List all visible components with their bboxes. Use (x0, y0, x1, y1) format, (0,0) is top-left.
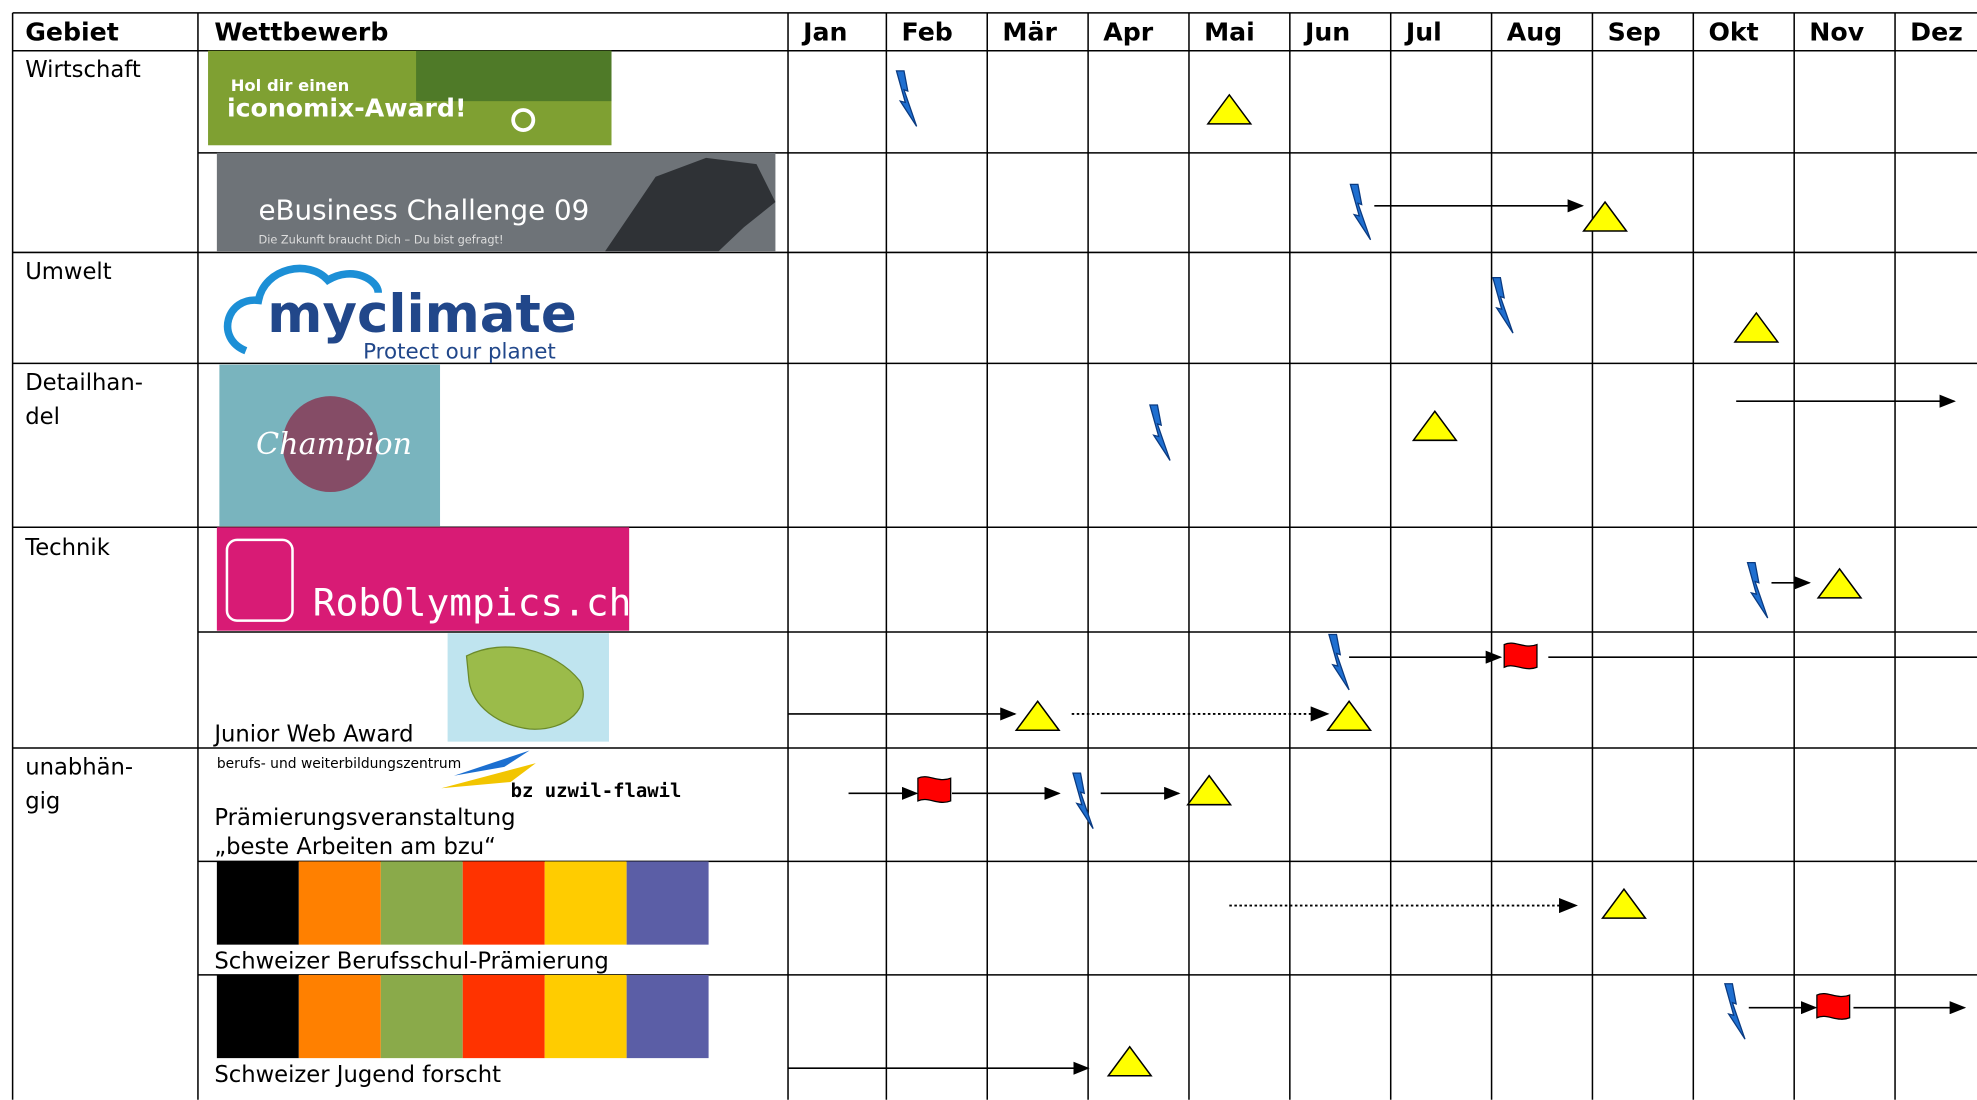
stripe (462, 861, 545, 945)
area-label: del (25, 404, 60, 430)
stripe (298, 974, 381, 1059)
award-icon (1582, 200, 1628, 232)
start-icon (1349, 183, 1372, 241)
logo-text: Hol dir einen (231, 76, 350, 95)
deadline-icon (1816, 993, 1851, 1020)
stripe-logo (216, 974, 709, 1059)
month-header: Mai (1204, 18, 1255, 47)
junior-web-logo (447, 633, 609, 742)
deadline-icon (1503, 642, 1538, 670)
award-icon (1106, 1045, 1153, 1077)
month-header: Aug (1507, 18, 1562, 47)
area-label: Umwelt (25, 259, 112, 285)
stripe (544, 974, 627, 1059)
award-icon (1014, 700, 1061, 732)
stripe (216, 861, 299, 945)
area-label: Technik (24, 535, 110, 561)
stripe (298, 861, 381, 945)
month-header: Okt (1708, 18, 1758, 47)
stripe (216, 974, 299, 1059)
award-icon (1733, 311, 1780, 343)
header-cell: Gebiet (25, 18, 119, 47)
champion-logo: Champion (219, 364, 441, 527)
logo-text: eBusiness Challenge 09 (258, 194, 589, 227)
robolympics-logo: RobOlympics.ch (216, 527, 632, 631)
stripe (626, 861, 709, 945)
caption: Junior Web Award (212, 722, 413, 748)
caption: Schweizer Jugend forscht (214, 1062, 501, 1088)
caption: „beste Arbeiten am bzu“ (214, 834, 496, 860)
award-icon (1206, 93, 1253, 125)
logo-text: berufs- und weiterbildungszentrum (217, 756, 461, 772)
month-header: Apr (1103, 18, 1154, 47)
iconomix-logo: Hol dir einen iconomix-Award! (208, 50, 612, 146)
month-header: Feb (902, 18, 953, 47)
logo-text: iconomix-Award! (227, 93, 467, 122)
month-header: Nov (1809, 18, 1864, 47)
start-icon (1328, 633, 1350, 691)
area-label: Wirtschaft (25, 57, 141, 83)
deadline-icon (917, 776, 952, 803)
month-header: Jul (1404, 18, 1442, 47)
start-icon (1149, 404, 1171, 461)
award-icon (1601, 887, 1647, 919)
area-label: unabhän- (25, 754, 133, 780)
logo-text: Die Zukunft braucht Dich – Du bist gefra… (258, 233, 503, 247)
stripe (544, 861, 627, 945)
logo-text: Champion (256, 427, 412, 462)
month-header: Mär (1002, 18, 1057, 47)
stripe (462, 974, 545, 1059)
caption: Schweizer Berufsschul-Prämierung (214, 949, 608, 975)
bzu-logo: berufs- und weiterbildungszentrum bz uzw… (217, 750, 682, 802)
logo-text: bz uzwil-flawil (511, 780, 682, 802)
ebusiness-logo: eBusiness Challenge 09 Die Zukunft brauc… (216, 152, 776, 252)
logo-text: RobOlympics.ch (313, 581, 632, 625)
area-label: Detailhan- (25, 370, 143, 396)
table-grid (11, 12, 1977, 1100)
start-icon (1724, 983, 1746, 1040)
stripe (380, 861, 463, 945)
start-icon (895, 70, 918, 127)
logo-text: Protect our planet (363, 339, 556, 364)
stripe (380, 974, 463, 1059)
logo-text: myclimate (267, 284, 576, 345)
month-header: Jan (801, 18, 847, 47)
area-label: gig (25, 788, 60, 814)
award-icon (1326, 700, 1373, 732)
month-header: Dez (1910, 18, 1963, 47)
start-icon (1072, 772, 1094, 829)
award-icon (1186, 774, 1233, 806)
caption: Prämierungsveranstaltung (214, 805, 515, 831)
month-header: Jun (1303, 18, 1350, 47)
header-cell: Wettbewerb (214, 18, 388, 47)
stripe-logo (216, 861, 709, 945)
award-icon (1816, 567, 1863, 599)
stripe (626, 974, 709, 1059)
start-icon (1492, 277, 1514, 334)
award-icon (1411, 410, 1458, 442)
start-icon (1746, 561, 1769, 619)
myclimate-logo: myclimate Protect our planet (223, 264, 577, 364)
month-header: Sep (1608, 18, 1661, 47)
